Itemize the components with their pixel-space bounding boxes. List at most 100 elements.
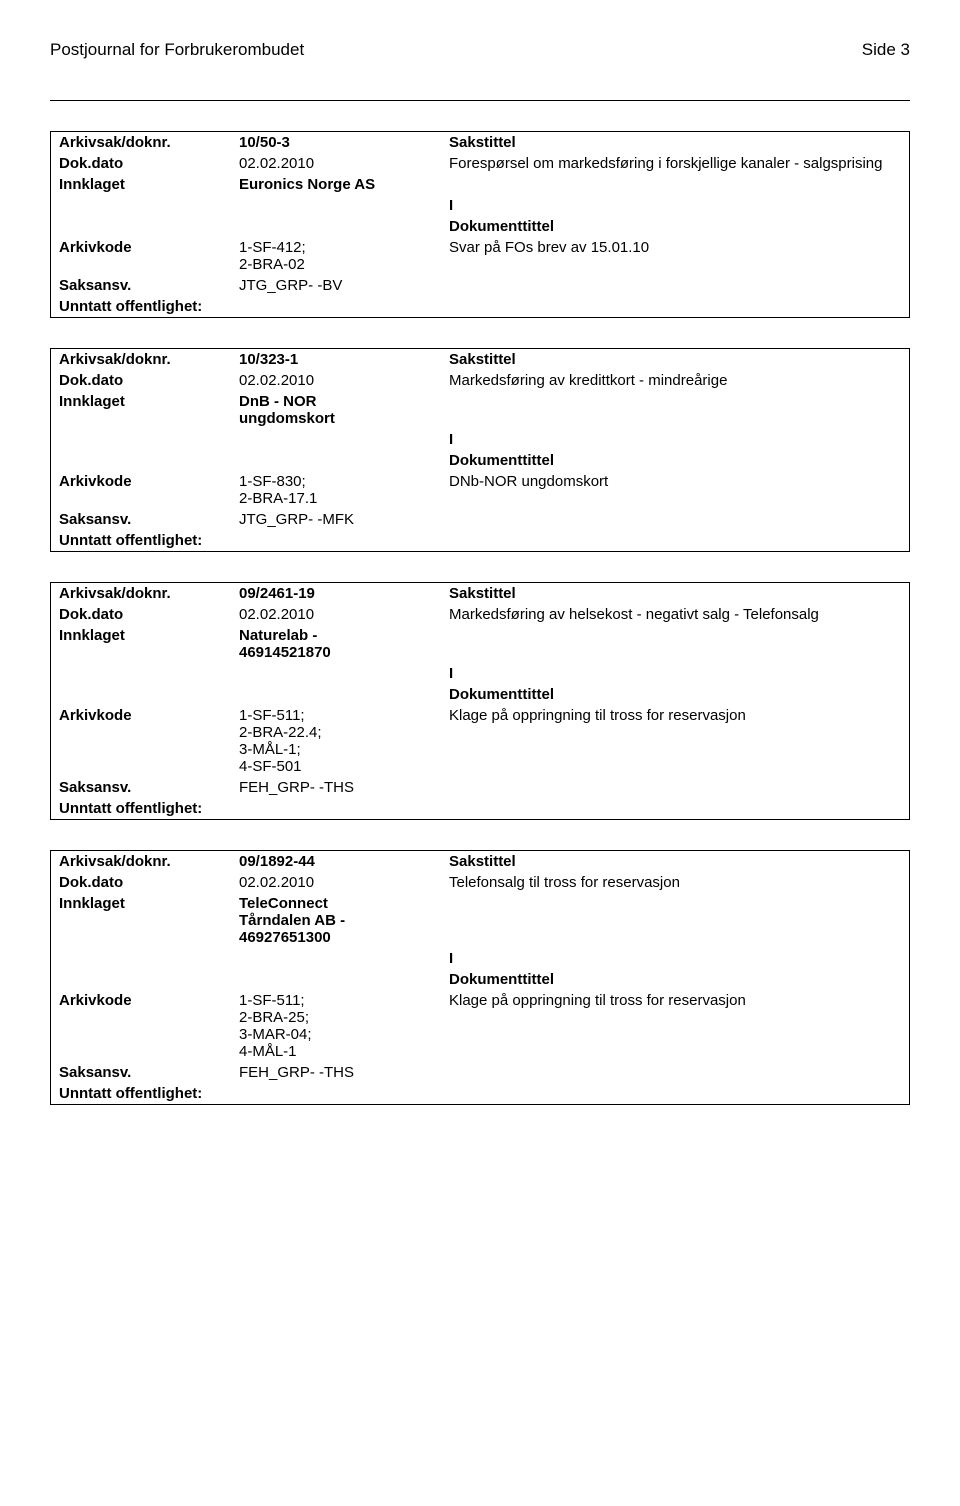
row-arkivsak: Arkivsak/doknr.10/323-1Sakstittel bbox=[51, 349, 909, 370]
row-arkivsak: Arkivsak/doknr.09/2461-19Sakstittel bbox=[51, 583, 909, 604]
label-arkivsak: Arkivsak/doknr. bbox=[59, 853, 239, 870]
value-saksansv: FEH_GRP- -THS bbox=[239, 779, 449, 796]
value-arkivkode: 1-SF-511; 2-BRA-25; 3-MAR-04; 4-MÅL-1 bbox=[239, 992, 449, 1060]
record: Arkivsak/doknr.09/1892-44SakstittelDok.d… bbox=[50, 850, 910, 1105]
record: Arkivsak/doknr.09/2461-19SakstittelDok.d… bbox=[50, 582, 910, 820]
row-io: I bbox=[51, 429, 909, 450]
label-sakstittel: Sakstittel bbox=[449, 853, 516, 870]
label-sakstittel: Sakstittel bbox=[449, 134, 516, 151]
value-innklaget: Naturelab - 46914521870 bbox=[239, 627, 449, 661]
value-innklaget: DnB - NOR ungdomskort bbox=[239, 393, 449, 427]
value-dokdato: 02.02.2010 bbox=[239, 606, 449, 623]
value-dokumenttittel: Svar på FOs brev av 15.01.10 bbox=[449, 239, 901, 256]
record: Arkivsak/doknr.10/323-1SakstittelDok.dat… bbox=[50, 348, 910, 552]
row-io: I bbox=[51, 948, 909, 969]
row-dokumenttittel-label: Dokumenttittel bbox=[51, 969, 909, 990]
row-io: I bbox=[51, 663, 909, 684]
row-arkivkode: Arkivkode1-SF-511; 2-BRA-25; 3-MAR-04; 4… bbox=[51, 990, 909, 1062]
value-sakstittel: Forespørsel om markedsføring i forskjell… bbox=[449, 155, 901, 172]
row-dokumenttittel-label: Dokumenttittel bbox=[51, 684, 909, 705]
row-unntatt: Unntatt offentlighet: bbox=[51, 530, 909, 551]
row-innklaget: InnklagetEuronics Norge AS bbox=[51, 174, 909, 195]
record: Arkivsak/doknr.10/50-3SakstittelDok.dato… bbox=[50, 131, 910, 318]
label-saksansv: Saksansv. bbox=[59, 511, 239, 528]
row-arkivkode: Arkivkode1-SF-412; 2-BRA-02Svar på FOs b… bbox=[51, 237, 909, 275]
row-io: I bbox=[51, 195, 909, 216]
value-arkivsak: 10/323-1 bbox=[239, 351, 449, 368]
label-arkivkode: Arkivkode bbox=[59, 239, 239, 256]
label-sakstittel: Sakstittel bbox=[449, 351, 516, 368]
label-unntatt: Unntatt offentlighet: bbox=[59, 1085, 202, 1102]
row-arkivsak: Arkivsak/doknr.10/50-3Sakstittel bbox=[51, 132, 909, 153]
row-innklaget: InnklagetDnB - NOR ungdomskort bbox=[51, 391, 909, 429]
value-sakstittel: Telefonsalg til tross for reservasjon bbox=[449, 874, 901, 891]
label-dokumenttittel: Dokumenttittel bbox=[449, 218, 554, 235]
value-sakstittel: Markedsføring av helsekost - negativt sa… bbox=[449, 606, 901, 623]
value-io: I bbox=[449, 950, 453, 967]
value-arkivsak: 10/50-3 bbox=[239, 134, 449, 151]
label-dokumenttittel: Dokumenttittel bbox=[449, 971, 554, 988]
value-io: I bbox=[449, 431, 453, 448]
label-dokumenttittel: Dokumenttittel bbox=[449, 452, 554, 469]
value-dokumenttittel: Klage på oppringning til tross for reser… bbox=[449, 992, 901, 1009]
label-arkivsak: Arkivsak/doknr. bbox=[59, 134, 239, 151]
value-dokdato: 02.02.2010 bbox=[239, 874, 449, 891]
row-dokdato: Dok.dato02.02.2010Forespørsel om markeds… bbox=[51, 153, 909, 174]
label-innklaget: Innklaget bbox=[59, 393, 239, 410]
row-dokumenttittel-label: Dokumenttittel bbox=[51, 450, 909, 471]
row-unntatt: Unntatt offentlighet: bbox=[51, 798, 909, 819]
row-unntatt: Unntatt offentlighet: bbox=[51, 296, 909, 317]
value-io: I bbox=[449, 665, 453, 682]
label-dokdato: Dok.dato bbox=[59, 155, 239, 172]
value-dokdato: 02.02.2010 bbox=[239, 372, 449, 389]
label-dokumenttittel: Dokumenttittel bbox=[449, 686, 554, 703]
label-arkivkode: Arkivkode bbox=[59, 992, 239, 1009]
row-saksansv: Saksansv.JTG_GRP- -BV bbox=[51, 275, 909, 296]
row-dokdato: Dok.dato02.02.2010Markedsføring av kredi… bbox=[51, 370, 909, 391]
value-sakstittel: Markedsføring av kredittkort - mindreåri… bbox=[449, 372, 901, 389]
value-innklaget: TeleConnect Tårndalen AB - 46927651300 bbox=[239, 895, 449, 946]
page-header: Postjournal for Forbrukerombudet Side 3 bbox=[50, 40, 910, 60]
row-saksansv: Saksansv.FEH_GRP- -THS bbox=[51, 1062, 909, 1083]
label-unntatt: Unntatt offentlighet: bbox=[59, 532, 202, 549]
records-container: Arkivsak/doknr.10/50-3SakstittelDok.dato… bbox=[50, 131, 910, 1105]
label-dokdato: Dok.dato bbox=[59, 606, 239, 623]
label-saksansv: Saksansv. bbox=[59, 277, 239, 294]
value-arkivsak: 09/2461-19 bbox=[239, 585, 449, 602]
row-arkivsak: Arkivsak/doknr.09/1892-44Sakstittel bbox=[51, 851, 909, 872]
row-saksansv: Saksansv.JTG_GRP- -MFK bbox=[51, 509, 909, 530]
journal-title: Postjournal for Forbrukerombudet bbox=[50, 40, 304, 60]
label-arkivkode: Arkivkode bbox=[59, 707, 239, 724]
row-arkivkode: Arkivkode1-SF-830; 2-BRA-17.1DNb-NOR ung… bbox=[51, 471, 909, 509]
label-arkivkode: Arkivkode bbox=[59, 473, 239, 490]
row-dokdato: Dok.dato02.02.2010Telefonsalg til tross … bbox=[51, 872, 909, 893]
value-saksansv: FEH_GRP- -THS bbox=[239, 1064, 449, 1081]
label-saksansv: Saksansv. bbox=[59, 779, 239, 796]
label-dokdato: Dok.dato bbox=[59, 372, 239, 389]
label-arkivsak: Arkivsak/doknr. bbox=[59, 585, 239, 602]
label-sakstittel: Sakstittel bbox=[449, 585, 516, 602]
page-container: Postjournal for Forbrukerombudet Side 3 … bbox=[0, 0, 960, 1185]
value-saksansv: JTG_GRP- -MFK bbox=[239, 511, 449, 528]
row-innklaget: InnklagetTeleConnect Tårndalen AB - 4692… bbox=[51, 893, 909, 948]
value-dokdato: 02.02.2010 bbox=[239, 155, 449, 172]
label-unntatt: Unntatt offentlighet: bbox=[59, 800, 202, 817]
page-number: Side 3 bbox=[862, 40, 910, 60]
label-innklaget: Innklaget bbox=[59, 895, 239, 912]
label-dokdato: Dok.dato bbox=[59, 874, 239, 891]
label-unntatt: Unntatt offentlighet: bbox=[59, 298, 202, 315]
label-innklaget: Innklaget bbox=[59, 627, 239, 644]
value-dokumenttittel: DNb-NOR ungdomskort bbox=[449, 473, 901, 490]
value-innklaget: Euronics Norge AS bbox=[239, 176, 449, 193]
value-arkivkode: 1-SF-830; 2-BRA-17.1 bbox=[239, 473, 449, 507]
row-arkivkode: Arkivkode1-SF-511; 2-BRA-22.4; 3-MÅL-1; … bbox=[51, 705, 909, 777]
label-saksansv: Saksansv. bbox=[59, 1064, 239, 1081]
label-arkivsak: Arkivsak/doknr. bbox=[59, 351, 239, 368]
value-arkivkode: 1-SF-511; 2-BRA-22.4; 3-MÅL-1; 4-SF-501 bbox=[239, 707, 449, 775]
row-innklaget: InnklagetNaturelab - 46914521870 bbox=[51, 625, 909, 663]
label-innklaget: Innklaget bbox=[59, 176, 239, 193]
header-divider bbox=[50, 100, 910, 101]
row-saksansv: Saksansv.FEH_GRP- -THS bbox=[51, 777, 909, 798]
row-dokdato: Dok.dato02.02.2010Markedsføring av helse… bbox=[51, 604, 909, 625]
value-arkivsak: 09/1892-44 bbox=[239, 853, 449, 870]
